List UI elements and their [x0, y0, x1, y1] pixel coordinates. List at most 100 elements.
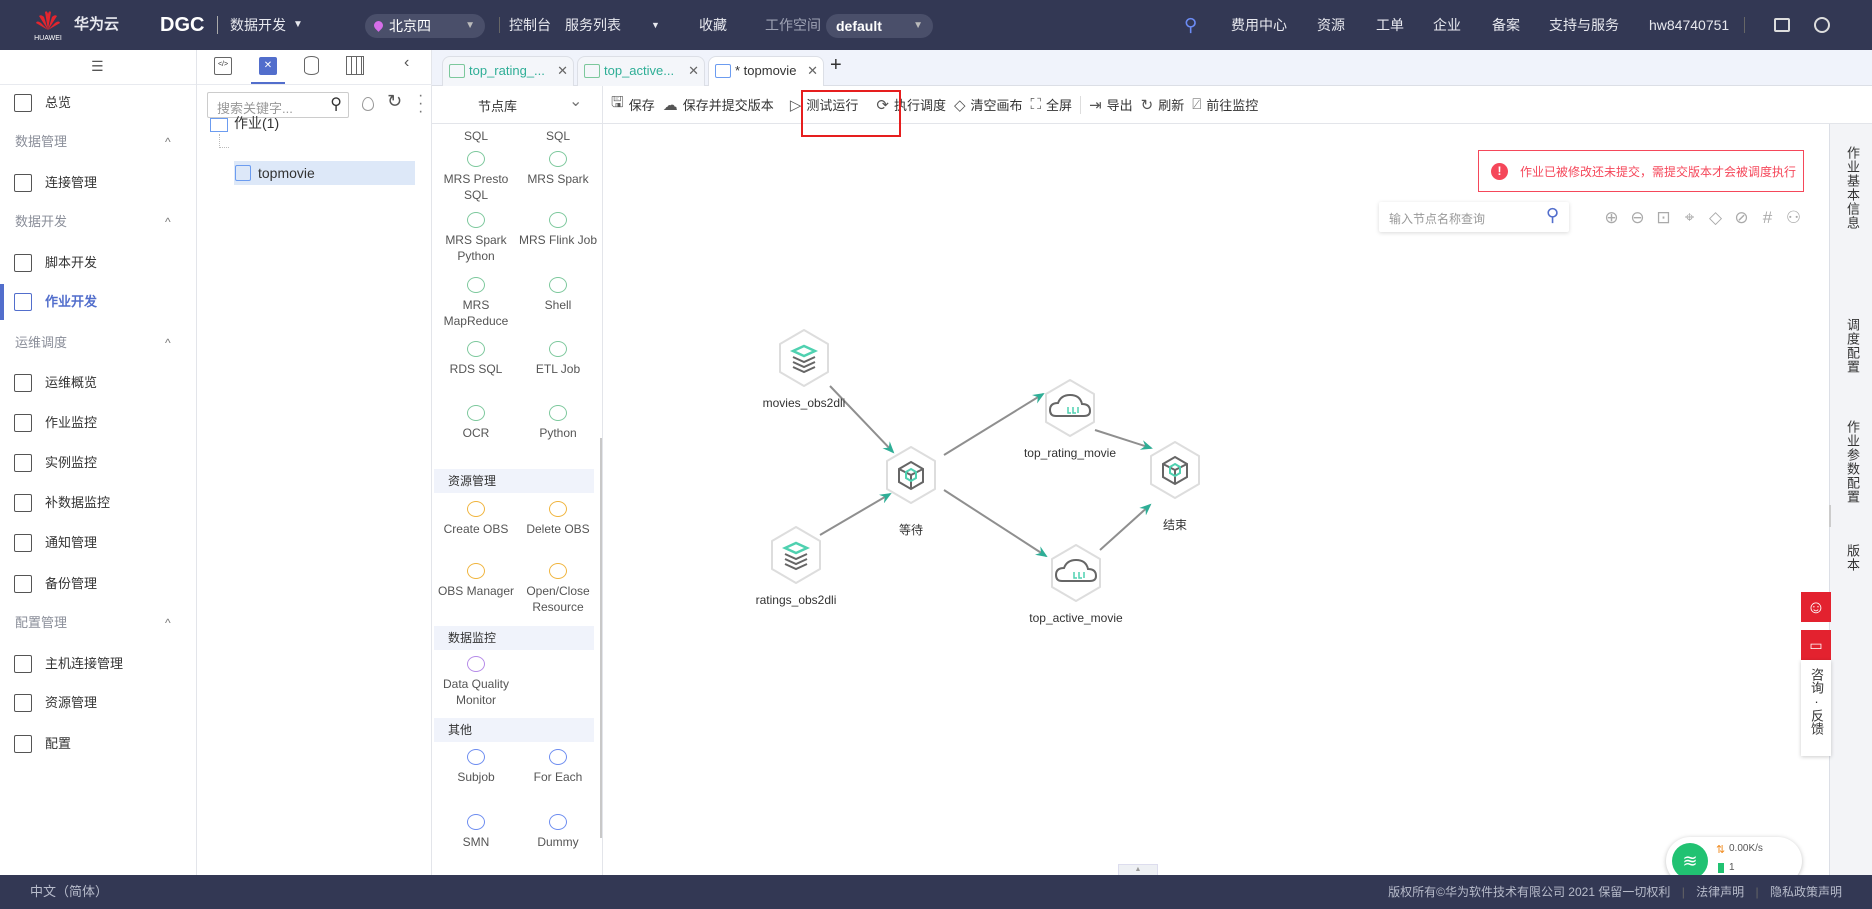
node-type-item[interactable]: For Each [516, 749, 600, 785]
node-type-item[interactable]: ETL Job [516, 341, 600, 377]
sidebar-group[interactable]: 数据开发 ^ [0, 204, 196, 240]
refresh-icon[interactable]: ↻ [387, 91, 403, 111]
module-dropdown[interactable]: 数据开发 [230, 17, 286, 33]
chevron-up-icon[interactable]: ^ [165, 616, 171, 630]
fullscreen-button[interactable]: ⛶ 全屏 [1030, 96, 1073, 113]
node-type-item[interactable]: Shell [516, 277, 600, 313]
scrollbar[interactable] [600, 438, 602, 838]
node-search-input[interactable]: 输入节点名称查询 ⚲ [1379, 202, 1569, 232]
workflow-node[interactable]: 等待 [831, 445, 991, 538]
folder-jobs[interactable]: 作业(1) [210, 111, 279, 135]
zoom-in-icon[interactable]: ⊕ [1604, 208, 1619, 227]
tree-item-topmovie[interactable]: topmovie [234, 161, 415, 185]
add-tab-button[interactable]: + [830, 54, 842, 76]
sidebar-group[interactable]: 配置管理 ^ [0, 605, 196, 641]
tag-icon[interactable]: ◇ [1708, 208, 1723, 227]
node-type-item[interactable]: MRS Spark Python [434, 212, 518, 264]
feedback-panel[interactable]: 咨询·反馈 [1801, 660, 1831, 756]
sidebar-item[interactable]: 实例监控 [0, 445, 196, 481]
tab-job-basic-info[interactable]: 作业基本信息 [1845, 146, 1860, 230]
edge-ratings-wait[interactable] [819, 492, 892, 536]
fit-icon[interactable]: ⊡ [1656, 208, 1671, 227]
sidebar-item[interactable]: 备份管理 [0, 566, 196, 602]
clear-canvas-button[interactable]: ◇ 清空画布 [953, 96, 1023, 114]
edge-top_active-end[interactable] [1099, 503, 1152, 551]
node-type-item[interactable]: MRS Flink Job [516, 212, 600, 248]
node-type-item[interactable]: Subjob [434, 749, 518, 785]
nav-favorites[interactable]: 收藏 [699, 17, 727, 33]
node-type-item[interactable]: Python [516, 405, 600, 441]
nav-billing[interactable]: 费用中心 [1231, 17, 1287, 33]
nav-filing[interactable]: 备案 [1492, 17, 1520, 33]
workflow-canvas[interactable]: ! 作业已被修改还未提交，需提交版本才会被调度执行 输入节点名称查询 ⚲ ⊕ ⊖ ⊡… [603, 124, 1829, 875]
save-submit-button[interactable]: ☁ 保存并提交版本 [662, 96, 774, 114]
go-monitor-button[interactable]: ⍁ 前往监控 [1192, 96, 1259, 113]
edge-top_rating-end[interactable] [1094, 429, 1153, 450]
node-type-item[interactable]: OCR [434, 405, 518, 441]
node-type-item[interactable]: RDS SQL [434, 341, 518, 377]
node-type-item[interactable]: MRS MapReduce [434, 277, 518, 329]
edge-movies-wait[interactable] [829, 385, 895, 454]
chevron-down-icon[interactable]: ⌄ [569, 93, 583, 110]
collapse-panel-icon[interactable]: ‹ [404, 54, 410, 71]
sidebar-item[interactable]: 补数据监控 [0, 485, 196, 521]
tab-version[interactable]: 版本 [1845, 544, 1860, 572]
tag-link-icon[interactable]: ⊘ [1734, 208, 1749, 227]
tab-top-active[interactable]: top_active... ✕ [577, 56, 705, 86]
brand-name[interactable]: 华为云 [74, 16, 120, 33]
node-type-item[interactable]: Create OBS [434, 501, 518, 537]
workflow-node[interactable]: ratings_obs2dli [716, 525, 876, 607]
nav-console[interactable]: 控制台 [509, 17, 551, 33]
canvas-bottom-handle[interactable]: ▲ [1118, 864, 1158, 875]
tab-resources-icon[interactable] [304, 56, 319, 75]
close-icon[interactable]: ✕ [688, 63, 699, 78]
close-icon[interactable]: ✕ [807, 63, 818, 78]
sidebar-item[interactable]: 连接管理 [0, 165, 196, 201]
more-icon[interactable]: · · · [418, 87, 424, 120]
node-type-item[interactable]: MRS Spark [516, 151, 600, 187]
save-button[interactable]: 🖫 保存 [611, 92, 655, 117]
sidebar-item[interactable]: 总览 [0, 85, 196, 121]
close-icon[interactable]: ✕ [557, 63, 568, 78]
workspace-select[interactable]: default ▼ [826, 14, 933, 38]
sidebar-item[interactable]: 主机连接管理 [0, 646, 196, 682]
grid-icon[interactable]: # [1762, 208, 1773, 227]
tab-tables-icon[interactable] [346, 56, 364, 75]
workflow-node[interactable]: top_rating_movie [990, 378, 1150, 460]
tag-add-icon[interactable]: ⌖ [1684, 208, 1695, 227]
nav-support[interactable]: 支持与服务 [1549, 17, 1619, 33]
tab-top-rating[interactable]: top_rating_... ✕ [442, 56, 574, 86]
node-type-item[interactable]: Dummy [516, 814, 600, 850]
node-type-item[interactable]: SQL [545, 129, 570, 143]
schedule-button[interactable]: ⟳ 执行调度 [876, 96, 946, 114]
workflow-node[interactable]: movies_obs2dli [724, 328, 884, 410]
language-select[interactable]: 中文（简体） [30, 884, 109, 899]
chevron-up-icon[interactable]: ^ [165, 215, 171, 229]
node-type-item[interactable]: OBS Manager [434, 563, 518, 599]
nav-resources[interactable]: 资源 [1317, 17, 1345, 33]
tree-search-input[interactable]: 搜索关键字... ⚲ [207, 92, 349, 118]
nav-service-list[interactable]: 服务列表 [565, 17, 621, 33]
layout-icon[interactable]: ⚇ [1785, 208, 1802, 227]
chevron-down-icon[interactable]: ▼ [651, 20, 660, 30]
smile-button[interactable]: ☺ [1801, 592, 1831, 622]
huawei-logo[interactable]: HUAWEI [34, 8, 62, 42]
workflow-node[interactable]: 结束 [1095, 440, 1255, 533]
tab-jobs-icon[interactable]: ✕ [259, 57, 277, 75]
chat-button[interactable]: ▭ [1801, 630, 1831, 660]
node-type-item[interactable]: SQL [463, 129, 488, 143]
sidebar-item[interactable]: 作业开发 [0, 284, 196, 320]
product-name[interactable]: DGC [160, 14, 205, 36]
chevron-up-icon[interactable]: ^ [165, 135, 171, 149]
sidebar-item[interactable]: 作业监控 [0, 405, 196, 441]
zoom-out-icon[interactable]: ⊖ [1630, 208, 1645, 227]
sidebar-group[interactable]: 运维调度 ^ [0, 325, 196, 361]
search-icon[interactable]: ⚲ [330, 96, 342, 113]
sidebar-item[interactable]: 脚本开发 [0, 245, 196, 281]
tab-scripts-icon[interactable]: </> [214, 57, 232, 75]
sidebar-group[interactable]: 数据管理 ^ [0, 124, 196, 160]
search-icon[interactable]: ⚲ [1184, 15, 1198, 35]
chevron-down-icon[interactable]: ▼ [293, 19, 303, 30]
sidebar-item[interactable]: 资源管理 [0, 685, 196, 721]
edge-wait-top_active[interactable] [943, 489, 1048, 558]
